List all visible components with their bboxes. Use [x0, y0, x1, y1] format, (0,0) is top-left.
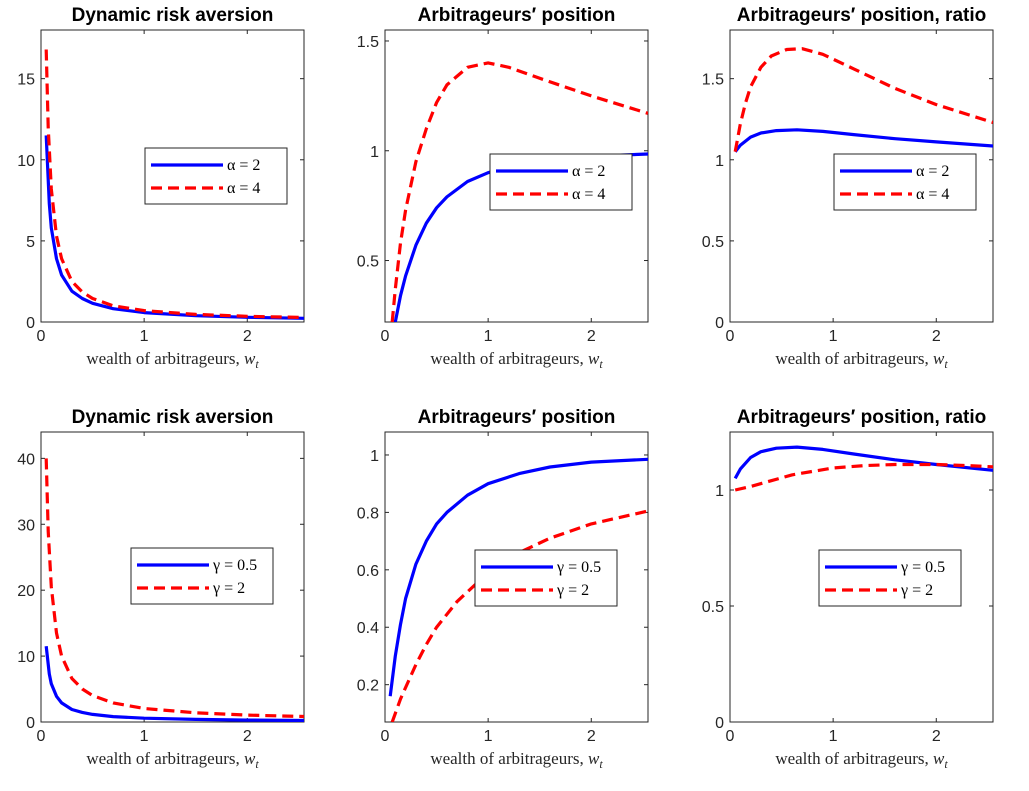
legend-label: α = 2: [572, 163, 605, 180]
chart-title: Arbitrageurs′ position: [418, 5, 616, 26]
x-axis-label: wealth of arbitrageurs, wt: [775, 349, 948, 371]
y-tick-label: 1.5: [702, 72, 724, 89]
y-tick-label: 1: [370, 144, 379, 161]
y-tick-label: 0.4: [357, 620, 379, 637]
chart-title: Arbitrageurs′ position, ratio: [737, 5, 986, 26]
series-line-2: [44, 49, 304, 320]
legend-label: γ = 0.5: [900, 559, 945, 576]
y-tick-label: 1: [370, 448, 379, 465]
series-line-1: [733, 128, 993, 153]
y-tick-label: 1.5: [357, 34, 379, 51]
y-tick-label: 0.6: [357, 563, 379, 580]
chart-title: Arbitrageurs′ position: [418, 407, 616, 428]
series-line-2: [733, 47, 993, 152]
x-axis-label: wealth of arbitrageurs, wt: [430, 349, 603, 371]
series-line-2: [390, 61, 648, 322]
x-tick-label: 2: [587, 328, 596, 345]
chart-panel-3: Arbitrageurs′ position, ratio 0 1 2 0 0.5 1 1.5…: [702, 5, 994, 371]
legend: α = 2 α = 4: [489, 153, 633, 211]
legend: α = 2 α = 4: [833, 153, 977, 211]
y-tick-label: 0: [26, 715, 35, 732]
y-tick-label: 0.5: [702, 599, 724, 616]
y-tick-label: 0.5: [357, 254, 379, 271]
x-tick-label: 0: [381, 728, 390, 745]
legend-label: γ = 2: [212, 580, 245, 597]
series-line-2: [390, 509, 648, 722]
y-tick-label: 20: [17, 583, 35, 600]
y-tick-label: 10: [17, 649, 35, 666]
legend-label: γ = 2: [556, 582, 589, 599]
x-axis-label: wealth of arbitrageurs, wt: [86, 749, 259, 771]
x-tick-label: 0: [37, 328, 46, 345]
legend-label: α = 4: [572, 186, 605, 203]
chart-panel-2: Arbitrageurs′ position 0 1 2 0.5 1 1.5 wealth o…: [357, 5, 649, 371]
x-tick-label: 1: [140, 728, 149, 745]
y-tick-label: 1: [715, 153, 724, 170]
x-tick-label: 1: [829, 328, 838, 345]
y-tick-label: 0.8: [357, 505, 379, 522]
legend-label: α = 2: [227, 157, 260, 174]
x-tick-label: 0: [37, 728, 46, 745]
x-tick-label: 1: [484, 328, 493, 345]
chart-panel-1: Dynamic risk aversion 0 1 2 0 5 10 15 wealth of …: [17, 5, 305, 371]
series-line-1: [733, 445, 993, 480]
legend-label: α = 2: [916, 163, 949, 180]
x-tick-label: 2: [932, 328, 941, 345]
legend-box: [474, 549, 618, 607]
x-axis-label: wealth of arbitrageurs, wt: [430, 749, 603, 771]
legend-box: [818, 549, 962, 607]
legend: α = 2 α = 4: [144, 147, 288, 205]
y-tick-label: 15: [17, 72, 35, 89]
x-tick-label: 1: [140, 328, 149, 345]
x-tick-label: 2: [243, 328, 252, 345]
chart-panel-5: Arbitrageurs′ position 0 1 2 0.2 0.4 0.6 0.8 1 we…: [357, 407, 649, 771]
legend-label: γ = 0.5: [556, 559, 601, 576]
y-tick-label: 5: [26, 234, 35, 251]
x-axis-label: wealth of arbitrageurs, wt: [86, 349, 259, 371]
series-line-2: [44, 458, 304, 719]
x-tick-label: 0: [381, 328, 390, 345]
y-tick-label: 1: [715, 483, 724, 500]
x-tick-label: 0: [726, 328, 735, 345]
legend-box: [130, 547, 274, 605]
series-line-1: [388, 457, 648, 697]
x-tick-label: 1: [829, 728, 838, 745]
y-tick-label: 10: [17, 153, 35, 170]
y-tick-label: 40: [17, 451, 35, 468]
x-axis-label: wealth of arbitrageurs, wt: [775, 749, 948, 771]
x-tick-label: 2: [243, 728, 252, 745]
legend-box: [144, 147, 288, 205]
chart-title: Dynamic risk aversion: [72, 5, 274, 26]
y-tick-label: 0.5: [702, 234, 724, 251]
y-tick-label: 30: [17, 517, 35, 534]
x-tick-label: 0: [726, 728, 735, 745]
y-tick-label: 0: [715, 715, 724, 732]
y-tick-label: 0.2: [357, 678, 379, 695]
chart-panel-6: Arbitrageurs′ position, ratio 0 1 2 0 0.5 1 wea…: [702, 407, 994, 771]
legend-label: γ = 2: [900, 582, 933, 599]
legend-label: γ = 0.5: [212, 557, 257, 574]
legend: γ = 0.5 γ = 2: [818, 549, 962, 607]
series-line-2: [734, 462, 993, 492]
legend-label: α = 4: [916, 186, 949, 203]
chart-title: Arbitrageurs′ position, ratio: [737, 407, 986, 428]
legend-label: α = 4: [227, 180, 260, 197]
x-tick-label: 1: [484, 728, 493, 745]
legend: γ = 0.5 γ = 2: [130, 547, 274, 605]
legend: γ = 0.5 γ = 2: [474, 549, 618, 607]
y-tick-label: 0: [715, 315, 724, 332]
y-tick-label: 0: [26, 315, 35, 332]
series-line-1: [44, 646, 304, 722]
legend-box: [833, 153, 977, 211]
legend-box: [489, 153, 633, 211]
x-tick-label: 2: [587, 728, 596, 745]
chart-title: Dynamic risk aversion: [72, 407, 274, 428]
x-tick-label: 2: [932, 728, 941, 745]
